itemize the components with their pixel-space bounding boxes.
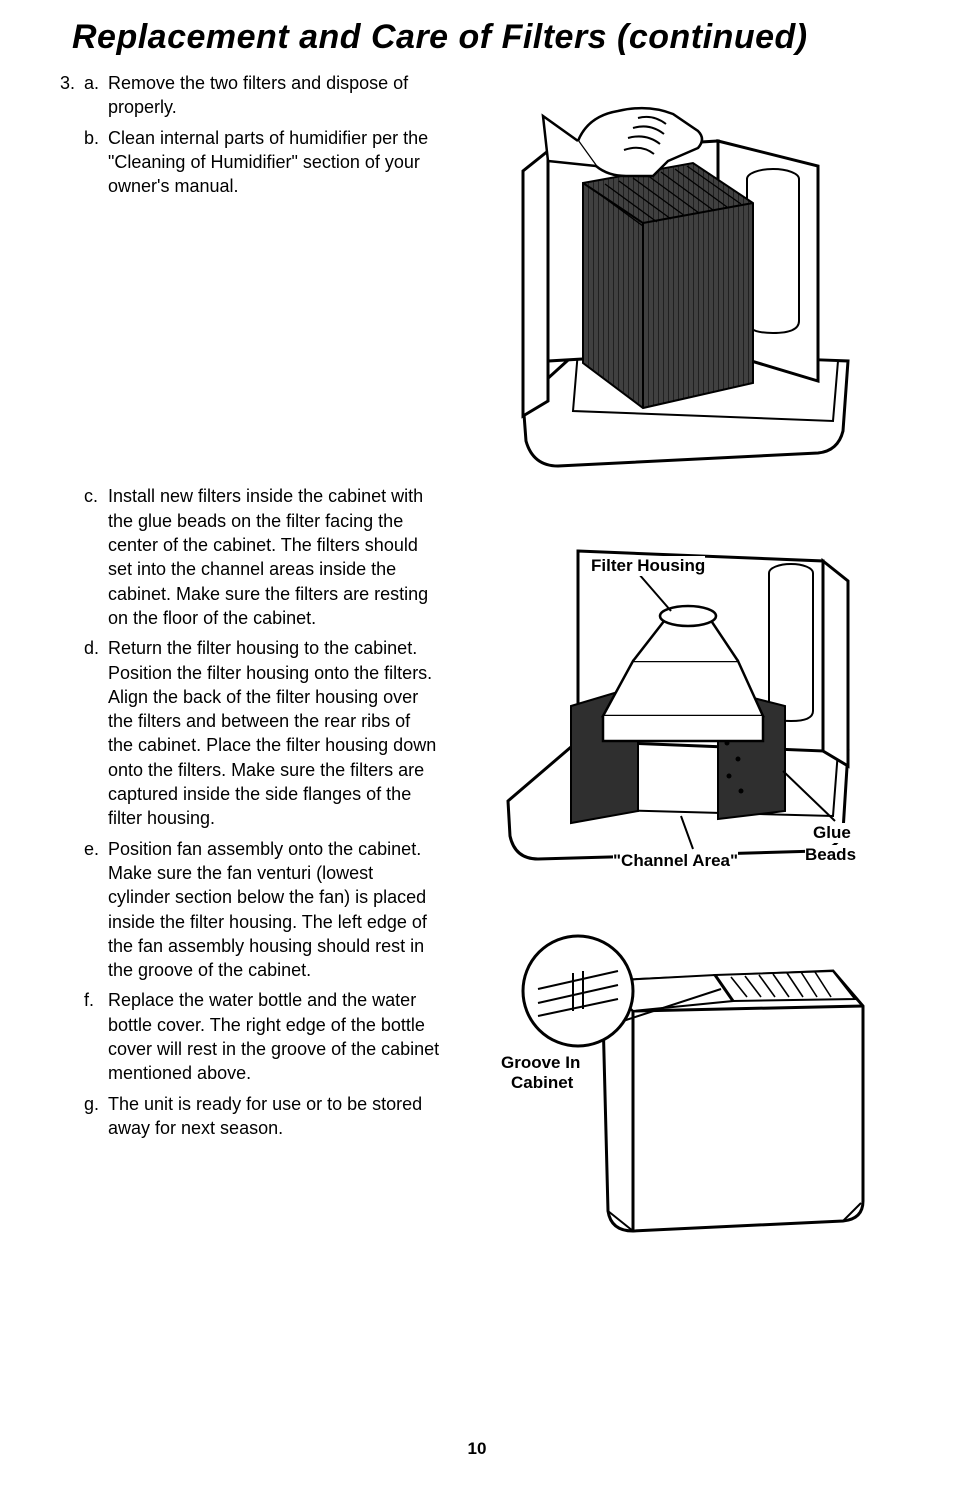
step-text-a: Remove the two filters and dispose of pr…	[108, 71, 440, 120]
label-groove-1: Groove In	[501, 1053, 580, 1073]
step-3e: e. Position fan assembly onto the cabine…	[84, 837, 440, 983]
page-title: Replacement and Care of Filters (continu…	[72, 18, 914, 57]
step-3a: 3. a. Remove the two filters and dispose…	[60, 71, 440, 120]
step-letter-a: a.	[84, 71, 108, 120]
step-3c: c. Install new filters inside the cabine…	[84, 484, 440, 630]
label-channel-area: "Channel Area"	[613, 851, 738, 871]
step-text-b: Clean internal parts of humidifier per t…	[108, 126, 440, 199]
step-number: 3.	[60, 71, 84, 120]
step-letter-e: e.	[84, 837, 108, 983]
figure-remove-filters	[488, 71, 878, 481]
step-letter-d: d.	[84, 636, 108, 830]
step-letter-g: g.	[84, 1092, 108, 1141]
step-3b: b. Clean internal parts of humidifier pe…	[84, 126, 440, 199]
label-groove-2: Cabinet	[511, 1073, 573, 1093]
step-3d: d. Return the filter housing to the cabi…	[84, 636, 440, 830]
step-letter-b: b.	[84, 126, 108, 199]
step-text-e: Position fan assembly onto the cabinet. …	[108, 837, 440, 983]
content-row: 3. a. Remove the two filters and dispose…	[40, 71, 914, 1251]
spacer	[60, 204, 440, 484]
step-text-g: The unit is ready for use or to be store…	[108, 1092, 440, 1141]
step-letter-c: c.	[84, 484, 108, 630]
instructions-column: 3. a. Remove the two filters and dispose…	[40, 71, 440, 1251]
figure-filter-housing: Filter Housing "Channel Area" Glue Beads	[483, 511, 883, 891]
figures-column: Filter Housing "Channel Area" Glue Beads	[452, 71, 914, 1251]
label-filter-housing: Filter Housing	[591, 556, 705, 576]
step-text-f: Replace the water bottle and the water b…	[108, 988, 440, 1085]
step-letter-f: f.	[84, 988, 108, 1085]
step-3f: f. Replace the water bottle and the wate…	[84, 988, 440, 1085]
page-number: 10	[468, 1439, 487, 1459]
label-beads: Beads	[805, 845, 856, 865]
figure-assembled-unit: Groove In Cabinet	[483, 911, 883, 1251]
step-text-c: Install new filters inside the cabinet w…	[108, 484, 440, 630]
step-text-d: Return the filter housing to the cabinet…	[108, 636, 440, 830]
step-3g: g. The unit is ready for use or to be st…	[84, 1092, 440, 1141]
label-glue: Glue	[813, 823, 851, 843]
